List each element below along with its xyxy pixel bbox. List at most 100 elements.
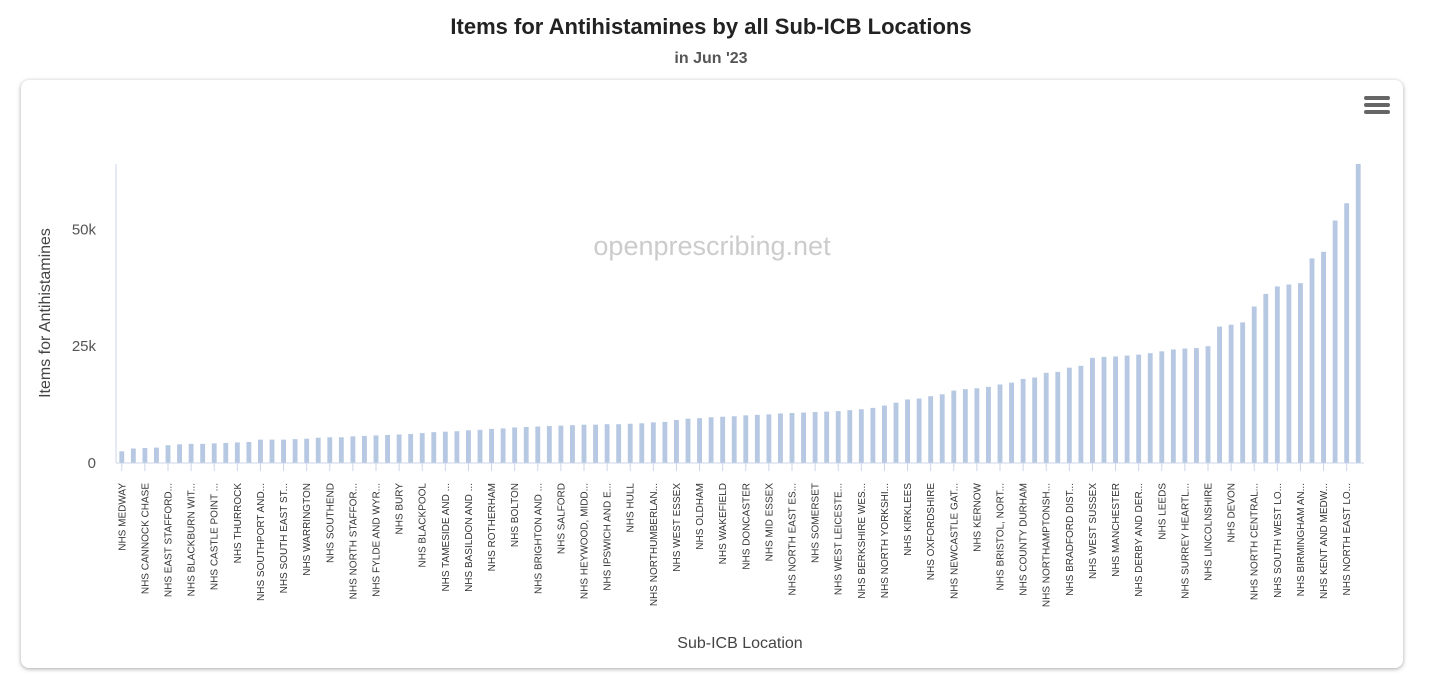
bar[interactable] <box>234 442 240 463</box>
bar[interactable] <box>500 428 506 463</box>
bar[interactable] <box>1309 258 1315 463</box>
bar[interactable] <box>431 432 437 463</box>
bar[interactable] <box>708 417 714 463</box>
bar[interactable] <box>974 388 980 463</box>
bar[interactable] <box>1147 353 1153 463</box>
bar[interactable] <box>685 418 691 463</box>
bar[interactable] <box>1263 293 1269 463</box>
bar[interactable] <box>1020 378 1026 463</box>
bar[interactable] <box>997 384 1003 463</box>
bar[interactable] <box>1159 351 1165 463</box>
bar[interactable] <box>373 435 379 463</box>
bar[interactable] <box>558 425 564 464</box>
bar[interactable] <box>269 439 275 463</box>
bar[interactable] <box>962 389 968 463</box>
bar[interactable] <box>1298 283 1303 463</box>
bar[interactable] <box>616 424 622 463</box>
bar[interactable] <box>570 425 575 463</box>
bar[interactable] <box>1090 357 1095 463</box>
bar[interactable] <box>766 414 772 463</box>
bar[interactable] <box>315 437 321 463</box>
bar[interactable] <box>662 421 668 463</box>
bar[interactable] <box>258 439 263 463</box>
bar[interactable] <box>489 428 494 463</box>
bar[interactable] <box>789 413 795 463</box>
bar[interactable] <box>824 411 830 463</box>
bar[interactable] <box>546 426 552 463</box>
bar[interactable] <box>778 413 783 463</box>
bar[interactable] <box>986 386 991 463</box>
bar[interactable] <box>1251 306 1257 463</box>
bar[interactable] <box>442 431 448 463</box>
bar[interactable] <box>581 424 587 463</box>
bar[interactable] <box>246 441 252 463</box>
bar[interactable] <box>893 402 899 463</box>
bar[interactable] <box>338 437 344 463</box>
bar[interactable] <box>882 405 887 463</box>
bar[interactable] <box>1113 356 1118 463</box>
bar[interactable] <box>1043 372 1049 463</box>
bar[interactable] <box>177 444 182 463</box>
bar[interactable] <box>512 427 518 463</box>
bar[interactable] <box>1101 356 1107 463</box>
bar[interactable] <box>535 426 541 463</box>
bar[interactable] <box>720 416 726 463</box>
bar[interactable] <box>835 411 841 463</box>
bar[interactable] <box>362 435 367 463</box>
hamburger-menu-icon[interactable] <box>1362 94 1392 120</box>
bar[interactable] <box>697 418 702 463</box>
bar[interactable] <box>408 434 414 463</box>
bar[interactable] <box>1274 286 1280 463</box>
bar[interactable] <box>119 451 125 463</box>
bar[interactable] <box>385 434 390 463</box>
bar[interactable] <box>327 437 333 463</box>
bar[interactable] <box>627 423 633 463</box>
bar[interactable] <box>731 416 737 463</box>
bar[interactable] <box>1032 377 1038 464</box>
bar[interactable] <box>1205 346 1211 463</box>
bar[interactable] <box>1217 326 1222 463</box>
bar[interactable] <box>916 398 922 463</box>
bar[interactable] <box>1240 322 1246 463</box>
bar[interactable] <box>1355 164 1361 463</box>
bar[interactable] <box>674 420 679 463</box>
bar[interactable] <box>466 430 471 463</box>
bar[interactable] <box>939 394 945 463</box>
bar[interactable] <box>754 414 760 463</box>
bar[interactable] <box>1066 367 1072 463</box>
bar[interactable] <box>523 427 529 463</box>
bar[interactable] <box>650 422 656 463</box>
bar[interactable] <box>281 439 286 463</box>
bar[interactable] <box>1228 324 1234 463</box>
bar[interactable] <box>165 445 171 463</box>
bar[interactable] <box>188 443 194 463</box>
bar[interactable] <box>639 423 645 463</box>
bar[interactable] <box>477 429 483 463</box>
bar[interactable] <box>1136 354 1142 463</box>
bar[interactable] <box>1194 348 1199 463</box>
bar[interactable] <box>905 399 910 463</box>
bar[interactable] <box>223 442 229 463</box>
bar[interactable] <box>870 407 876 463</box>
bar[interactable] <box>211 443 217 463</box>
bar[interactable] <box>858 409 864 463</box>
bar[interactable] <box>847 410 853 463</box>
bar[interactable] <box>743 415 749 463</box>
bar[interactable] <box>1321 251 1326 463</box>
bar[interactable] <box>1078 365 1084 463</box>
bar[interactable] <box>200 443 206 463</box>
bar[interactable] <box>154 447 159 463</box>
bar[interactable] <box>1009 382 1014 463</box>
bar[interactable] <box>604 424 610 463</box>
bar[interactable] <box>1055 371 1061 463</box>
bar[interactable] <box>812 412 818 463</box>
bar[interactable] <box>951 390 957 463</box>
bar[interactable] <box>1182 348 1188 463</box>
bar[interactable] <box>801 412 806 463</box>
bar[interactable] <box>396 434 402 464</box>
bar[interactable] <box>304 438 310 463</box>
bar[interactable] <box>130 448 136 463</box>
bar[interactable] <box>292 439 298 463</box>
bar[interactable] <box>419 433 425 463</box>
bar[interactable] <box>350 436 356 463</box>
